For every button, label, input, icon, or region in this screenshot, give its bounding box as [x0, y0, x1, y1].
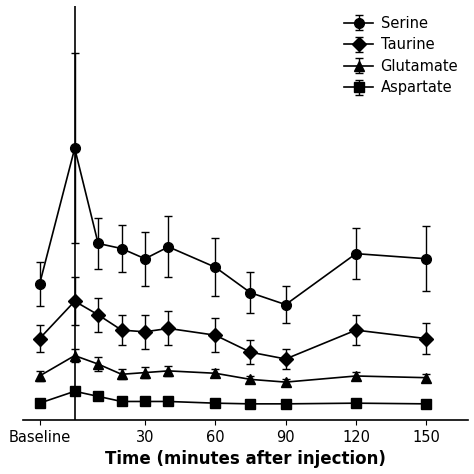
Legend: Serine, Taurine, Glutamate, Aspartate: Serine, Taurine, Glutamate, Aspartate — [341, 13, 461, 99]
X-axis label: Time (minutes after injection): Time (minutes after injection) — [105, 450, 386, 468]
